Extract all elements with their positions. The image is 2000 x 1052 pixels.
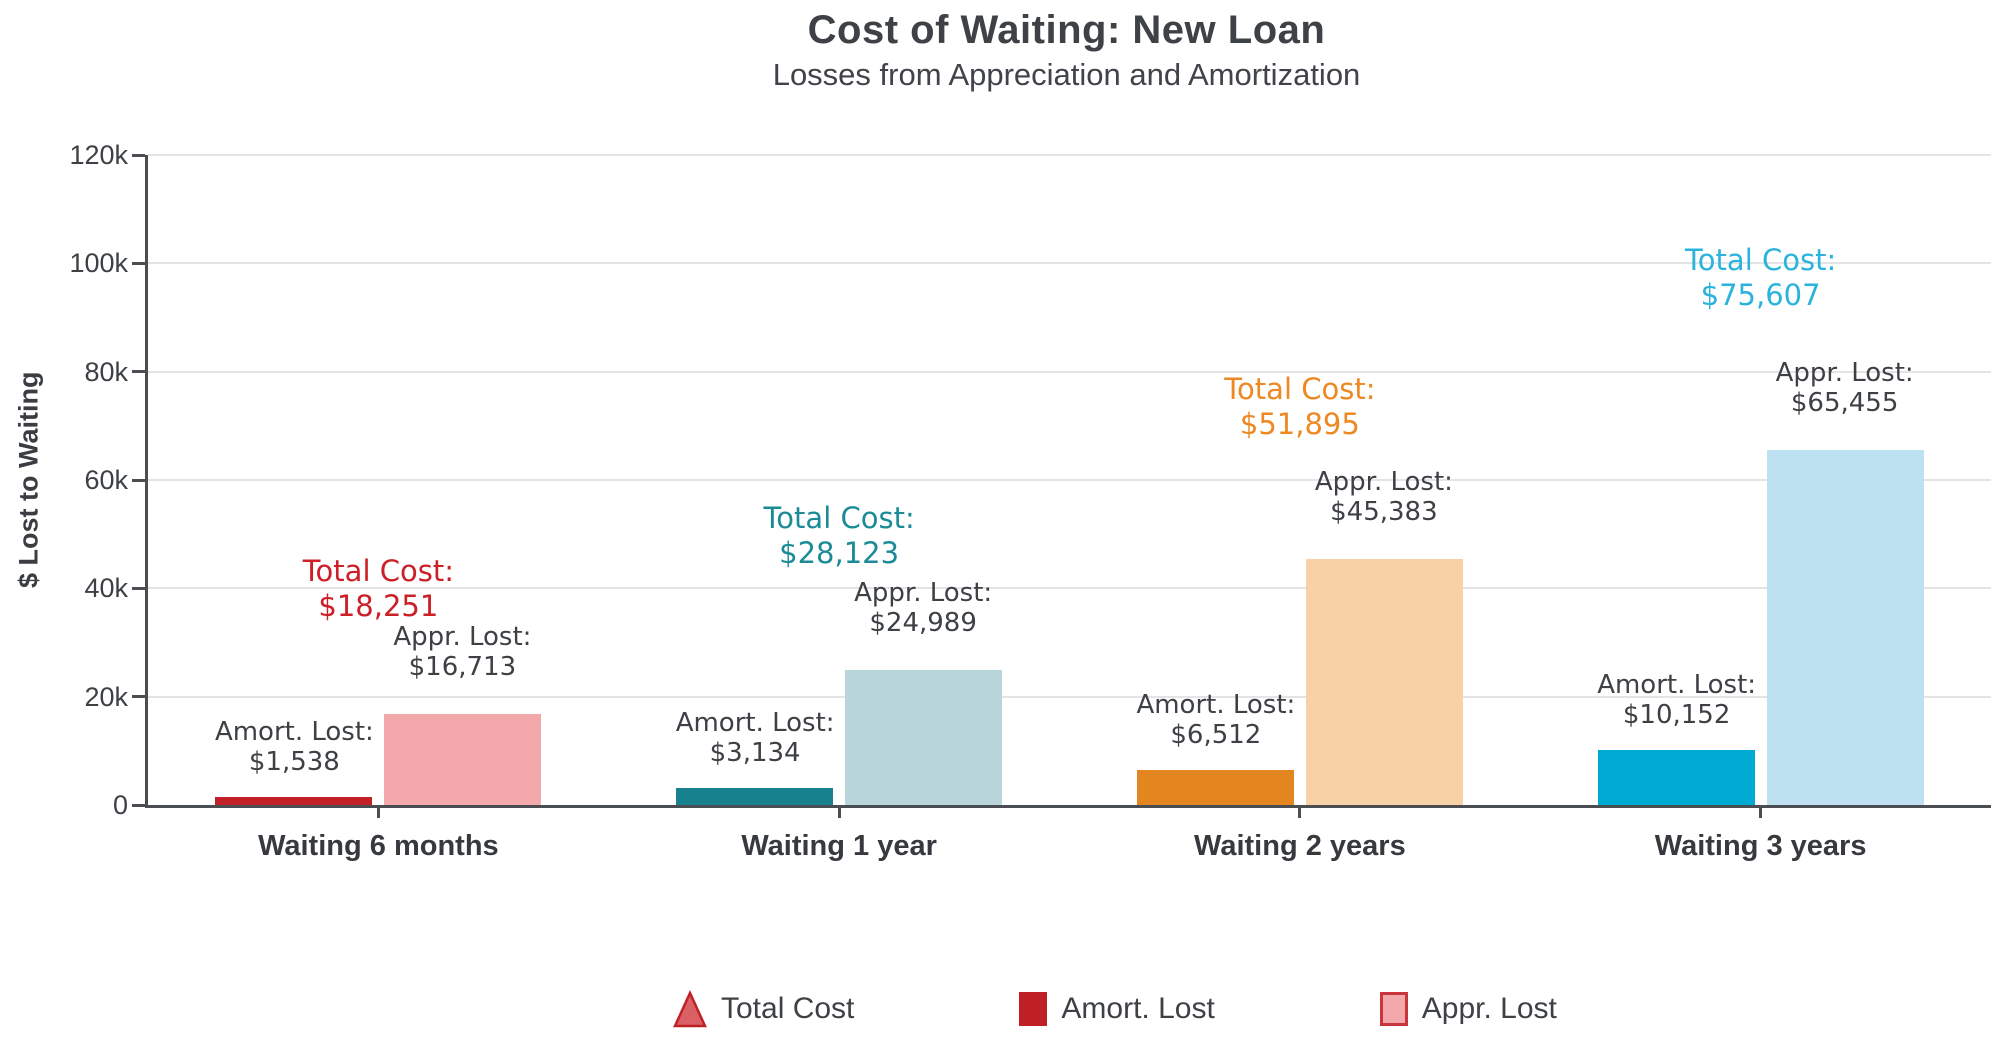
legend-square-icon-appr-lost <box>1379 992 1408 1026</box>
legend-item-amort-lost: Amort. Lost <box>1019 992 1215 1026</box>
amort-lost-annotation-waiting-1-year-value: $3,134 <box>709 738 801 769</box>
y-axis-tick <box>132 261 145 265</box>
y-tick-label: 60k <box>84 465 128 495</box>
bar-appr-lost-waiting-3-years <box>1766 450 1924 805</box>
appr-lost-annotation-waiting-3-years-title: Appr. Lost: <box>1775 358 1914 389</box>
bar-amort-lost-waiting-2-years <box>1136 769 1294 805</box>
amort-lost-annotation-waiting-6-months: Amort. Lost: $1,538 <box>215 717 374 777</box>
amort-lost-annotation-waiting-1-year: Amort. Lost: $3,134 <box>676 708 835 768</box>
appr-lost-annotation-waiting-6-months: Appr. Lost: $16,713 <box>393 622 531 682</box>
legend: Total Cost Amort. Lost Appr. Lost <box>673 985 1557 1033</box>
amort-lost-annotation-waiting-3-years-title: Amort. Lost: <box>1597 670 1757 701</box>
amort-lost-annotation-waiting-2-years: Amort. Lost: $6,512 <box>1136 690 1295 750</box>
bar-appr-lost-waiting-6-months <box>384 714 542 805</box>
total-cost-annotation-waiting-3-years: Total Cost: $75,607 <box>1685 243 1836 313</box>
total-cost-annotation-waiting-1-year: Total Cost: $28,123 <box>764 501 915 571</box>
total-cost-annotation-waiting-6-months-title: Total Cost: <box>302 554 454 589</box>
y-axis-tick <box>132 478 145 482</box>
legend-label-amort-lost: Amort. Lost <box>1061 992 1215 1025</box>
chart-title: Cost of Waiting: New Loan <box>807 8 1326 52</box>
x-axis-tick-waiting-2-years <box>1298 805 1302 818</box>
total-cost-annotation-waiting-2-years-title: Total Cost: <box>1224 371 1376 406</box>
category-label-waiting-6-months: Waiting 6 months <box>258 830 499 862</box>
plot-area: 0 20k 40k 60k 80k 100k 120k Amort. Lost: $1,538 A… <box>69 140 1991 862</box>
bar-amort-lost-waiting-3-years <box>1597 750 1755 805</box>
y-tick-label: 20k <box>84 681 128 712</box>
legend-label-appr-lost: Appr. Lost <box>1421 992 1557 1025</box>
gridline-60k <box>148 479 1991 481</box>
legend-triangle-icon <box>673 989 707 1027</box>
appr-lost-annotation-waiting-1-year: Appr. Lost: $24,989 <box>854 578 992 638</box>
appr-lost-annotation-waiting-6-months-value: $16,713 <box>408 652 517 683</box>
gridline-20k <box>148 695 1991 698</box>
total-cost-annotation-waiting-2-years-value: $51,895 <box>1239 406 1360 441</box>
y-tick-label: 80k <box>84 356 128 387</box>
y-axis-tick <box>132 153 145 157</box>
legend-label-total-cost: Total Cost <box>721 992 855 1025</box>
total-cost-annotation-waiting-1-year-value: $28,123 <box>779 535 900 570</box>
legend-item-appr-lost: Appr. Lost <box>1379 992 1557 1026</box>
x-axis-tick-waiting-1-year <box>837 805 841 818</box>
amort-lost-annotation-waiting-2-years-value: $6,512 <box>1170 719 1262 750</box>
y-axis-tick <box>132 803 145 807</box>
appr-lost-annotation-waiting-1-year-value: $24,989 <box>869 607 977 638</box>
amort-lost-annotation-waiting-1-year-title: Amort. Lost: <box>675 708 835 739</box>
amort-lost-annotation-waiting-6-months-value: $1,538 <box>248 746 340 777</box>
gridline-100k <box>148 262 1991 265</box>
amort-lost-annotation-waiting-3-years-value: $10,152 <box>1622 700 1731 731</box>
bar-amort-lost-waiting-1-year <box>676 788 834 805</box>
total-cost-annotation-waiting-6-months: Total Cost: $18,251 <box>303 554 454 624</box>
appr-lost-annotation-waiting-2-years: Appr. Lost: $45,383 <box>1315 467 1453 527</box>
y-axis-tick <box>132 586 145 590</box>
appr-lost-annotation-waiting-3-years: Appr. Lost: $65,455 <box>1776 358 1914 418</box>
bar-amort-lost-waiting-6-months <box>215 796 373 805</box>
amort-lost-annotation-waiting-2-years-title: Amort. Lost: <box>1136 689 1296 720</box>
appr-lost-annotation-waiting-3-years-value: $65,455 <box>1790 388 1899 419</box>
gridline-40k <box>148 587 1991 590</box>
total-cost-annotation-waiting-6-months-value: $18,251 <box>318 589 439 624</box>
total-cost-annotation-waiting-3-years-value: $75,607 <box>1700 278 1821 313</box>
legend-item-total-cost: Total Cost <box>673 989 855 1029</box>
total-cost-annotation-waiting-2-years: Total Cost: $51,895 <box>1224 372 1375 442</box>
total-cost-annotation-waiting-3-years-title: Total Cost: <box>1685 243 1837 278</box>
appr-lost-annotation-waiting-2-years-title: Appr. Lost: <box>1314 467 1453 498</box>
gridline-80k <box>148 370 1991 373</box>
bar-appr-lost-waiting-1-year <box>845 669 1003 805</box>
amort-lost-annotation-waiting-6-months-title: Amort. Lost: <box>214 716 374 747</box>
appr-lost-annotation-waiting-2-years-value: $45,383 <box>1330 497 1438 528</box>
y-axis-tick <box>132 370 145 374</box>
y-axis-tick <box>132 695 145 699</box>
bar-appr-lost-waiting-2-years <box>1305 559 1463 805</box>
y-tick-label: 100k <box>69 248 128 279</box>
chart-subtitle: Losses from Appreciation and Amortizatio… <box>772 57 1361 92</box>
category-label-waiting-3-years: Waiting 3 years <box>1654 830 1867 862</box>
appr-lost-annotation-waiting-1-year-title: Appr. Lost: <box>854 577 993 608</box>
y-tick-label: 0 <box>112 790 128 820</box>
x-axis-tick-waiting-6-months <box>376 805 380 818</box>
amort-lost-annotation-waiting-3-years: Amort. Lost: $10,152 <box>1597 670 1756 730</box>
legend-square-icon-amort-lost <box>1019 992 1048 1026</box>
appr-lost-annotation-waiting-6-months-title: Appr. Lost: <box>393 622 532 653</box>
y-tick-label: 120k <box>69 140 128 170</box>
x-axis-tick-waiting-3-years <box>1759 805 1763 818</box>
category-label-waiting-2-years: Waiting 2 years <box>1194 830 1406 862</box>
total-cost-annotation-waiting-1-year-title: Total Cost: <box>763 500 915 535</box>
gridline-120k <box>148 154 1991 156</box>
category-label-waiting-1-year: Waiting 1 year <box>741 830 937 862</box>
y-tick-label: 40k <box>84 573 128 604</box>
